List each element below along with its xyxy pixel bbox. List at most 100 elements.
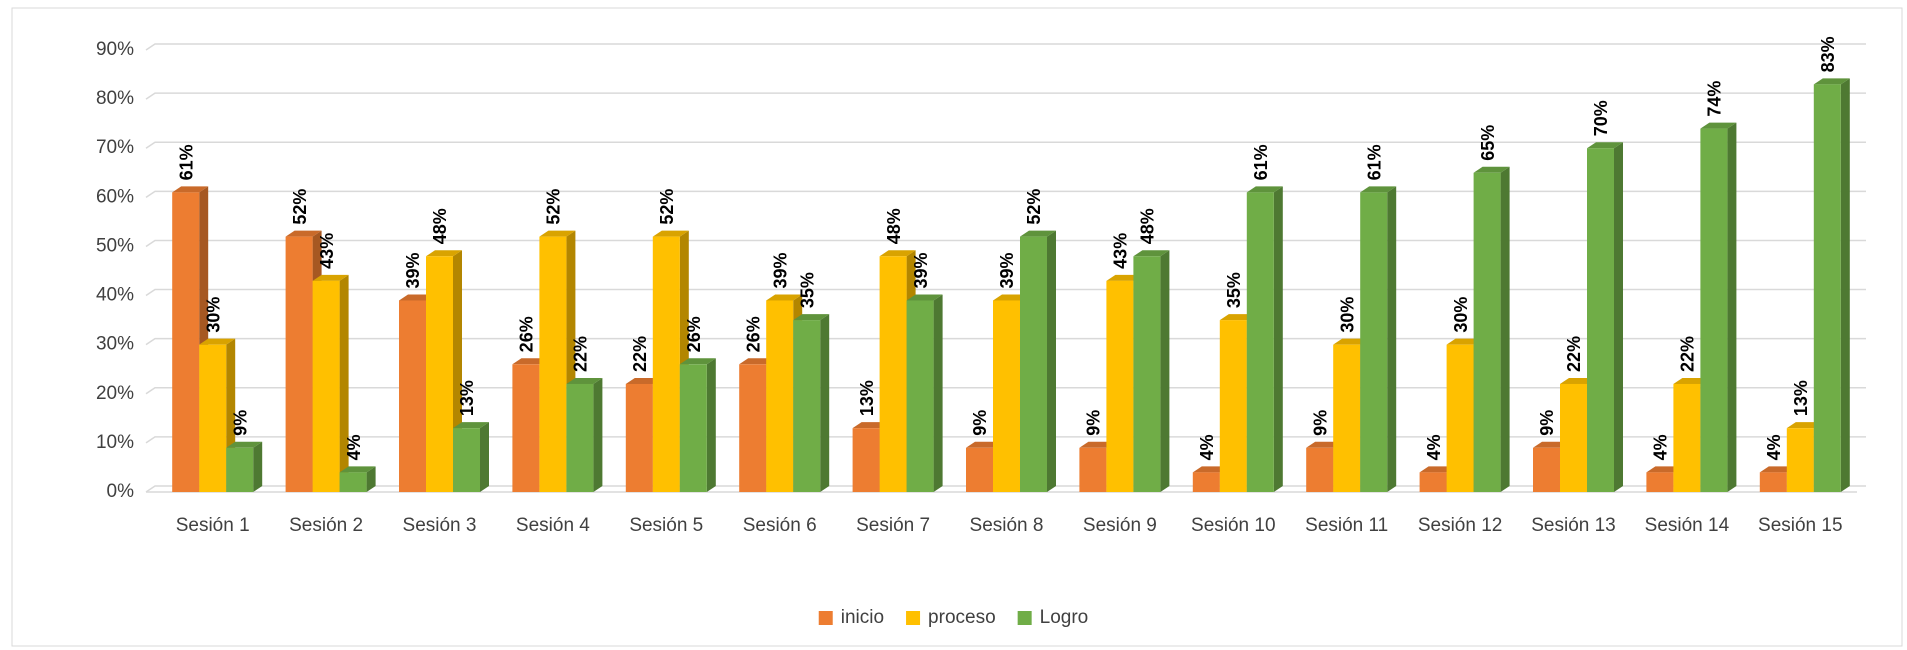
value-label: 61% [176, 144, 196, 180]
x-tick-label: Sesión 8 [970, 515, 1044, 536]
bar-face [906, 294, 943, 301]
grid-line [145, 141, 1866, 149]
bar-face [566, 377, 603, 384]
value-label: 22% [1678, 336, 1698, 372]
y-tick-label: 10% [96, 432, 134, 453]
bar-face [172, 192, 200, 492]
bar-face [285, 236, 313, 492]
bar-face [679, 364, 707, 492]
x-tick-label: Sesión 2 [289, 515, 363, 536]
bar-face [1273, 186, 1283, 492]
bar-face [1560, 383, 1587, 492]
grid-line [145, 43, 1866, 51]
bar-face [1840, 78, 1850, 492]
grid-line [145, 288, 1866, 297]
bar [1587, 142, 1623, 492]
bar-face [879, 250, 916, 257]
grid-line [145, 337, 1866, 346]
bar-face [453, 428, 480, 492]
value-label: 4% [344, 434, 364, 460]
value-label: 30% [203, 297, 223, 333]
bar [339, 466, 376, 492]
bar-face [199, 344, 227, 492]
x-tick-label: Sesión 5 [629, 515, 703, 536]
x-tick-label: Sesión 15 [1758, 515, 1843, 536]
x-tick-label: Sesión 11 [1305, 515, 1388, 536]
bar-face [1133, 250, 1170, 257]
bar-face [1646, 472, 1674, 492]
grid-line [145, 239, 1866, 248]
bar-face [625, 383, 653, 492]
x-tick-label: Sesión 6 [743, 515, 817, 536]
bar [1020, 230, 1056, 492]
y-tick-label: 40% [96, 285, 134, 306]
bar-face [1360, 186, 1397, 193]
bar-face [339, 466, 376, 473]
bar-face [1673, 383, 1701, 492]
bar-face [199, 338, 236, 345]
bar-face [852, 428, 880, 492]
bar-face [539, 236, 567, 492]
value-label: 61% [1364, 144, 1384, 180]
y-tick-label: 30% [96, 334, 134, 355]
bar-face [253, 441, 263, 492]
bar [226, 441, 263, 492]
value-label: 26% [684, 316, 704, 352]
value-label: 4% [1764, 434, 1784, 460]
bar-face [652, 236, 680, 492]
bar-face [593, 377, 603, 492]
y-tick-label: 70% [96, 137, 134, 158]
bar-face [1813, 84, 1841, 492]
value-label: 13% [457, 380, 477, 416]
legend-swatch [1017, 611, 1032, 625]
value-label: 48% [1138, 208, 1158, 244]
bar-face [906, 300, 934, 492]
bar-face [1786, 428, 1814, 492]
bar-face [226, 447, 254, 492]
bar-face [399, 300, 426, 492]
bar [1473, 166, 1510, 492]
bar-face [1079, 447, 1107, 492]
bar [1133, 250, 1170, 492]
value-label: 65% [1478, 125, 1498, 161]
x-tick-label: Sesión 9 [1083, 515, 1157, 536]
value-label: 4% [1651, 434, 1671, 460]
value-label: 52% [290, 189, 310, 225]
bar-face [1419, 472, 1447, 492]
bar [566, 377, 603, 492]
bar-face [1020, 236, 1047, 492]
bar-face [1246, 186, 1283, 193]
bar-face [1160, 250, 1170, 492]
bar-face [426, 250, 462, 257]
value-label: 35% [797, 272, 817, 308]
bar-face [966, 447, 993, 492]
value-label: 9% [1084, 410, 1104, 436]
x-tick-label: Sesión 13 [1531, 515, 1616, 536]
value-label: 26% [517, 316, 537, 352]
bar-face [512, 364, 540, 492]
bar-face [1020, 230, 1056, 237]
bar-face [1360, 192, 1388, 492]
value-label: 83% [1818, 36, 1838, 72]
bar-face [1333, 344, 1361, 492]
x-tick-label: Sesión 3 [403, 515, 477, 536]
value-label: 52% [657, 189, 677, 225]
y-tick-label: 80% [96, 88, 134, 109]
bar-face [706, 358, 716, 492]
bar [1813, 78, 1850, 492]
legend-label: Logro [1040, 607, 1089, 628]
bar-face [226, 441, 263, 448]
value-label: 43% [317, 233, 337, 269]
y-tick-label: 20% [96, 383, 134, 404]
grid-line [145, 436, 1866, 444]
grid-line [145, 190, 1866, 198]
bar-face [1446, 344, 1474, 492]
value-label: 43% [1111, 233, 1131, 269]
grid-line [145, 485, 1866, 493]
y-tick-label: 0% [107, 481, 135, 502]
bar-face [652, 230, 689, 237]
bar-face [1473, 166, 1510, 173]
bar-face [879, 256, 907, 492]
bar-face [426, 256, 453, 492]
